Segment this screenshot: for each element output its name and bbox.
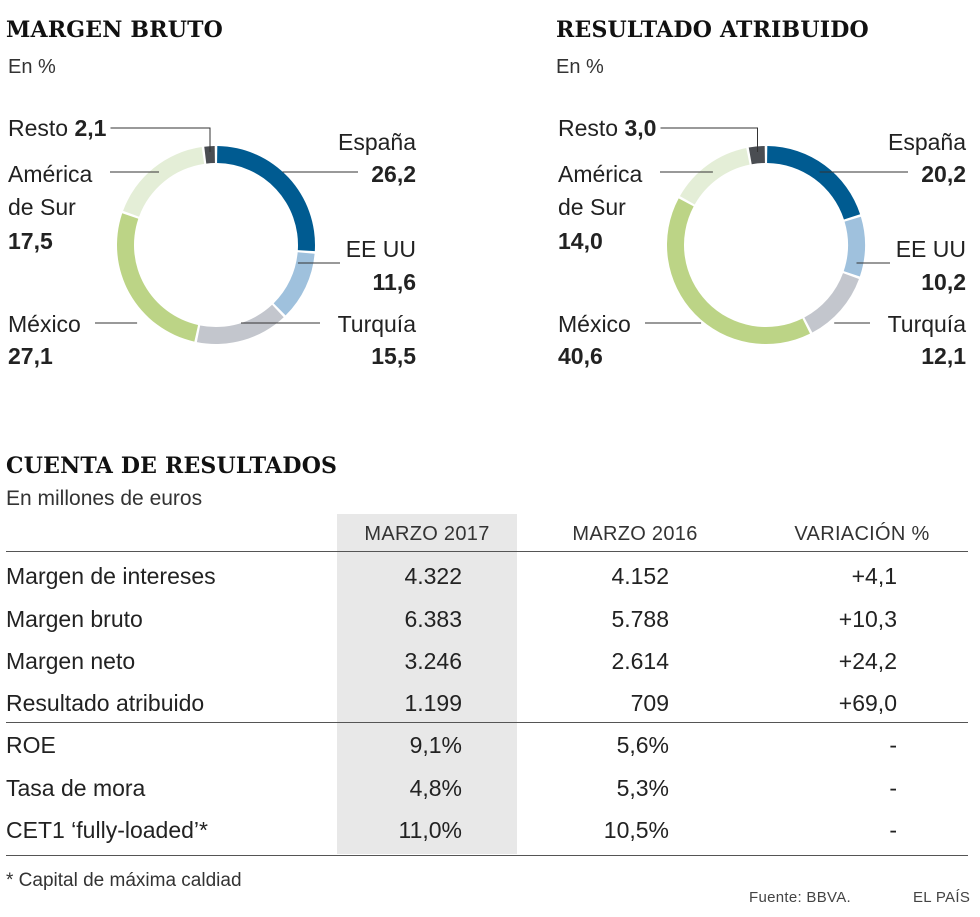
value-label-mexico: 27,1: [8, 343, 53, 369]
category-label-america-de-sur: América: [8, 161, 93, 187]
table-title: CUENTA DE RESULTADOS: [6, 453, 338, 479]
category-label-ee-uu: EE UU: [896, 236, 966, 262]
value-label-america-de-sur: 17,5: [8, 228, 53, 254]
category-label-espana: España: [338, 129, 416, 155]
category-label-america-de-sur: de Sur: [8, 194, 76, 220]
table-cell: 9,1%: [409, 732, 462, 758]
table-cell: +24,2: [838, 648, 897, 674]
donut-segment-ee-uu: [843, 216, 865, 277]
table-cell: -: [889, 817, 897, 843]
donut-segment-america-de-sur: [123, 147, 205, 217]
value-label-turquia: 15,5: [371, 343, 416, 369]
donut-segment-resto: [204, 146, 215, 164]
table-cell: -: [889, 732, 897, 758]
chart-subtitle-resultado-atribuido: En %: [556, 56, 604, 78]
table-cell: 4.322: [404, 563, 462, 589]
donut-segment-america-de-sur: [679, 148, 750, 205]
category-label-america-de-sur: América: [558, 161, 643, 187]
table-cell: 5.788: [611, 606, 669, 632]
row-label: CET1 ‘fully-loaded’*: [6, 817, 208, 843]
donut-segment-espana: [217, 146, 316, 252]
row-label: ROE: [6, 732, 56, 758]
donut-chart-resultado-atribuido: España 20,2 EE UU 10,2 Turquía 12,1 México 40,6…: [558, 115, 967, 369]
table-cell: 4,8%: [409, 775, 462, 801]
table-cell: 5,3%: [616, 775, 669, 801]
column-header-marzo-2017: MARZO 2017: [364, 523, 490, 545]
table-header-rule: [6, 551, 968, 552]
column-header-marzo-2016: MARZO 2016: [572, 523, 698, 545]
value-label-mexico: 40,6: [558, 343, 603, 369]
table-cell: 1.199: [404, 690, 462, 716]
footnote: * Capital de máxima caldiad: [6, 870, 242, 891]
value-label-ee-uu: 10,2: [921, 269, 966, 295]
table-cell: +69,0: [838, 690, 897, 716]
category-label-mexico: México: [558, 311, 631, 337]
category-label-america-de-sur: de Sur: [558, 194, 626, 220]
credit: EL PAÍS: [913, 889, 971, 906]
table-cell: 6.383: [404, 606, 462, 632]
category-label-resto: Resto 2,1: [8, 115, 107, 141]
donut-segment-mexico: [117, 213, 199, 342]
value-label-espana: 26,2: [371, 161, 416, 187]
table-cell: 3.246: [404, 648, 462, 674]
value-label-ee-uu: 11,6: [373, 269, 417, 295]
table-cell: -: [889, 775, 897, 801]
table-cell: 4.152: [611, 563, 669, 589]
donut-segment-resto: [748, 146, 765, 165]
table-cell: +10,3: [838, 606, 897, 632]
table-cell: 10,5%: [603, 817, 669, 843]
value-label-resto: 2,1: [74, 115, 106, 141]
chart-subtitle-margen-bruto: En %: [8, 56, 56, 78]
table-bottom-rule: [6, 855, 968, 856]
column-header-variacion: VARIACIÓN %: [794, 523, 930, 545]
chart-title-margen-bruto: MARGEN BRUTO: [6, 17, 224, 43]
row-label: Margen neto: [6, 648, 136, 674]
row-label: Margen bruto: [6, 606, 143, 632]
leader-line-resto: [110, 127, 211, 152]
category-label-turquia: Turquía: [338, 311, 417, 337]
source: Fuente: BBVA.: [749, 889, 852, 906]
donut-segment-turquia: [196, 304, 284, 345]
highlight-column-marzo-2017: [337, 514, 517, 854]
table-subtitle: En millones de euros: [6, 487, 203, 510]
table-cell: 11,0%: [398, 817, 462, 843]
donut-segment-turquia: [804, 273, 859, 333]
leader-line-resto: [660, 127, 758, 152]
category-label-mexico: México: [8, 311, 81, 337]
category-label-turquia: Turquía: [888, 311, 967, 337]
chart-title-resultado-atribuido: RESULTADO ATRIBUIDO: [556, 17, 869, 43]
category-label-ee-uu: EE UU: [346, 236, 416, 262]
table-cell: 709: [630, 690, 669, 716]
value-label-resto: 3,0: [624, 115, 656, 141]
category-label-espana: España: [888, 129, 966, 155]
donut-segment-espana: [767, 146, 861, 220]
table-cell: 5,6%: [616, 732, 669, 758]
category-label-resto: Resto 3,0: [558, 115, 656, 141]
table-cell: 2.614: [611, 648, 669, 674]
row-label: Margen de intereses: [6, 563, 216, 589]
table-cell: +4,1: [851, 563, 897, 589]
table-section-divider: [6, 722, 968, 723]
value-label-turquia: 12,1: [921, 343, 966, 369]
value-label-america-de-sur: 14,0: [558, 228, 603, 254]
donut-segment-mexico: [667, 198, 811, 344]
row-label: Resultado atribuido: [6, 690, 205, 716]
donut-chart-margen-bruto: España 26,2 EE UU 11,6 Turquía 15,5 México 27,1…: [8, 115, 417, 369]
row-label: Tasa de mora: [6, 775, 146, 801]
donut-segment-ee-uu: [273, 252, 315, 316]
value-label-espana: 20,2: [921, 161, 966, 187]
